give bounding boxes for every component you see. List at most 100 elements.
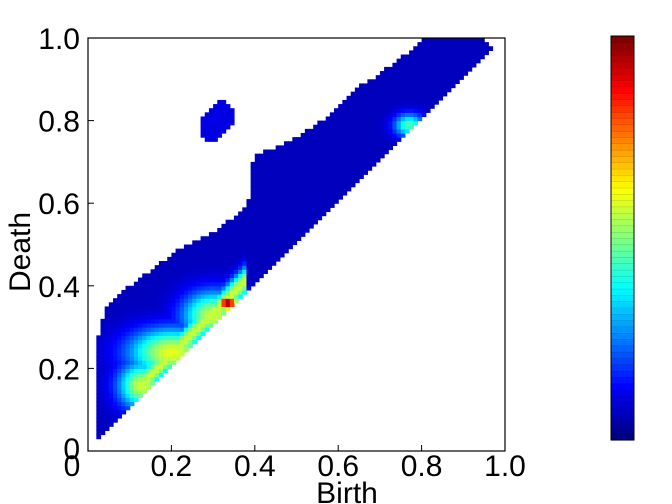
density-cell (342, 157, 348, 163)
density-cell (221, 128, 227, 134)
density-cell (208, 314, 214, 320)
density-cell (309, 186, 314, 192)
density-cell (267, 182, 273, 188)
density-cell (271, 157, 277, 163)
density-cell (154, 265, 160, 270)
density-cell (125, 351, 131, 357)
density-cell (100, 384, 106, 390)
density-cell (171, 327, 177, 332)
density-cell (263, 207, 268, 213)
density-cell (213, 108, 218, 113)
density-cell (296, 190, 302, 196)
density-cell (242, 289, 248, 295)
density-cell (183, 335, 189, 341)
density-cell (342, 178, 348, 184)
density-cell (150, 368, 156, 374)
density-cell (354, 141, 360, 146)
density-cell (283, 207, 289, 213)
density-cell (250, 240, 256, 246)
density-cell (283, 215, 289, 221)
density-cell (400, 54, 406, 60)
density-cell (117, 306, 122, 312)
density-cell (150, 360, 156, 365)
density-cell (242, 269, 248, 275)
density-cell (304, 182, 310, 188)
density-cell (467, 54, 473, 60)
density-cell (363, 112, 368, 118)
density-cell (204, 256, 210, 262)
density-cell (121, 343, 127, 349)
density-cell (446, 42, 452, 47)
density-cell (379, 137, 385, 142)
density-cell (233, 285, 239, 291)
density-cell (321, 137, 327, 142)
density-cell (271, 215, 277, 221)
density-cell (108, 409, 114, 415)
density-cell (146, 294, 152, 299)
density-cell (283, 178, 289, 184)
density-cell (167, 356, 172, 361)
density-cell (221, 227, 227, 233)
density-cell (192, 314, 198, 320)
density-cell (217, 281, 223, 287)
density-cell (279, 174, 285, 180)
density-cell (288, 161, 293, 167)
density-cell (267, 232, 273, 237)
colorbar-band (610, 300, 635, 309)
density-cell (204, 302, 210, 308)
density-cell (350, 128, 356, 134)
density-cell (442, 38, 448, 43)
density-cell (283, 186, 289, 192)
density-cell (363, 128, 368, 134)
density-cell (313, 199, 318, 204)
density-cell (192, 289, 198, 295)
density-cell (142, 314, 147, 320)
density-cell (163, 269, 168, 275)
density-cell (304, 145, 310, 151)
density-cell (271, 232, 277, 237)
density-cell (104, 417, 110, 423)
density-cell (188, 265, 193, 270)
density-cell (258, 178, 264, 184)
density-cell (254, 211, 260, 217)
density-cell (233, 265, 239, 270)
density-cell (142, 389, 147, 394)
density-cell (258, 174, 264, 180)
colorbar-band (610, 395, 635, 403)
density-cell (409, 54, 414, 60)
density-cell (417, 79, 423, 85)
density-cell (396, 95, 402, 101)
density-cell (338, 153, 343, 159)
density-cell (300, 157, 306, 163)
density-cell (113, 302, 118, 308)
density-cell (229, 240, 235, 246)
density-cell (346, 170, 352, 175)
density-cell (258, 240, 264, 246)
density-cell (263, 161, 268, 167)
density-cell (384, 116, 389, 122)
density-cell (204, 285, 210, 291)
density-cell (413, 71, 419, 76)
density-cell (288, 157, 293, 163)
colorbar-band (610, 174, 635, 182)
density-cell (208, 248, 214, 254)
density-cell (175, 335, 181, 341)
density-cell (271, 153, 277, 159)
density-cell (429, 50, 435, 56)
density-cell (175, 261, 181, 266)
density-cell (138, 331, 143, 336)
density-cell (329, 128, 335, 134)
density-cell (196, 310, 202, 316)
colorbar-band (610, 73, 635, 81)
density-cell (300, 194, 306, 200)
density-cell (208, 232, 214, 237)
density-cell (421, 112, 427, 118)
density-cell (371, 99, 377, 105)
density-cell (321, 124, 327, 130)
density-cell (204, 277, 210, 283)
density-cell (404, 91, 410, 97)
density-cell (200, 306, 206, 312)
density-cell (258, 157, 264, 163)
density-cell (188, 322, 193, 328)
density-cell (359, 128, 364, 134)
